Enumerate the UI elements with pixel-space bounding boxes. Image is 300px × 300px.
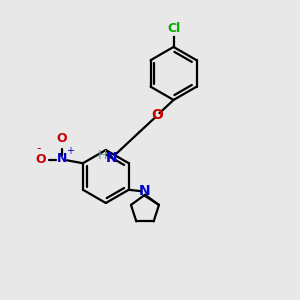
Text: H: H — [97, 149, 107, 162]
Text: +: + — [66, 146, 74, 156]
Text: O: O — [152, 108, 163, 122]
Text: Cl: Cl — [167, 22, 180, 35]
Text: N: N — [139, 184, 151, 198]
Text: O: O — [35, 153, 46, 166]
Text: -: - — [36, 142, 40, 155]
Text: N: N — [56, 152, 67, 165]
Text: O: O — [56, 132, 67, 145]
Text: N: N — [106, 151, 118, 165]
